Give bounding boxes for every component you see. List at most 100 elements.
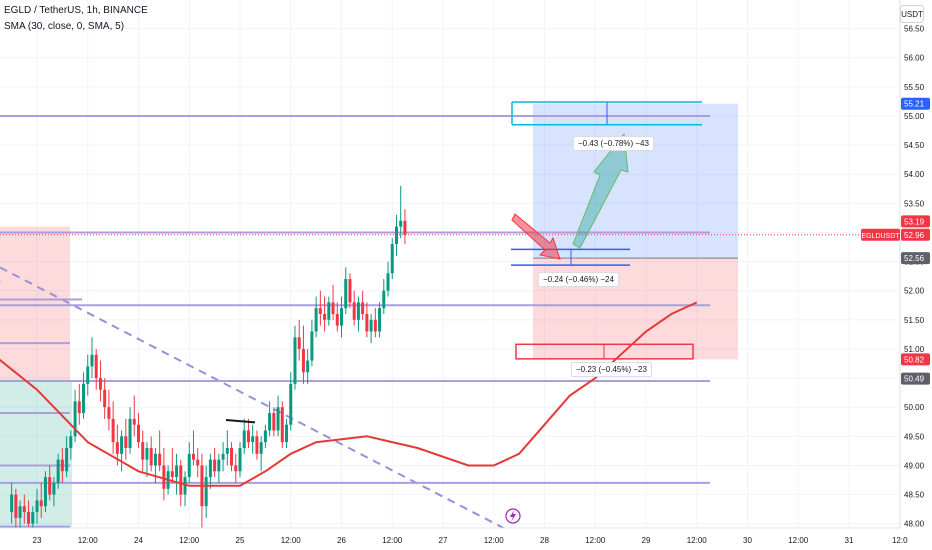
time-tick-label: 28 [540,536,549,545]
candle-body [98,378,102,390]
indicator-legend[interactable]: SMA (30, close, 0, SMA, 5) [4,21,125,32]
candle-body [318,308,322,314]
candle-body [77,401,81,414]
time-tick-label: 12:00 [382,536,403,545]
price-badges: 55.21 53.19 EGLDUSDT 52.96 52.56 50.82 50.49 [861,97,930,385]
price-badge-label: 50.49 [904,375,925,384]
down-arrow [511,213,561,260]
trendline-layer[interactable] [0,235,507,531]
time-tick-label: 12:00 [281,536,302,545]
time-tick-label: 23 [33,536,42,545]
price-tick-label: 54.00 [904,170,925,179]
candle-body [280,407,284,443]
candle-body [356,302,360,320]
candle-body [27,512,31,524]
price-badge-label: 53.19 [904,217,925,226]
candle-body [52,482,56,495]
marker-line [225,419,256,424]
candle-body [394,226,398,245]
left-loss-zone [0,226,70,381]
price-badge [901,252,930,265]
candle-body [153,453,157,466]
target-measure-label: −0.43 (−0.78%) −43 [573,136,654,151]
candle-body [69,436,73,448]
candle-body [196,459,200,466]
candle-body [340,308,343,326]
price-tick-label: 56.50 [904,25,925,34]
candle-body [268,413,272,431]
candle-body [403,220,407,235]
candle-body [31,512,35,524]
time-tick-label: 27 [439,536,448,545]
time-tick-label: 12:00 [788,536,809,545]
price-badge-label: 52.56 [904,254,925,263]
candle-body [60,459,64,472]
candle-body [56,459,60,483]
candle-body [361,302,365,314]
candle-body [272,413,276,431]
price-tick-label: 52.00 [904,287,925,296]
candle-body [306,360,310,373]
price-tick-label: 48.00 [904,520,925,529]
time-tick-label: 24 [134,536,143,545]
candle-body [86,366,90,384]
candle-body [111,418,115,443]
profit-zone [533,103,738,259]
candle-body [348,279,352,303]
candle-body [90,354,94,367]
candle-body [137,424,140,443]
candle-body [208,459,212,478]
candle-body [132,418,136,425]
time-tick-label: 12:00 [179,536,200,545]
candle-body [187,453,191,478]
candle-body [251,436,255,443]
dashed-trendline-down [0,266,507,531]
price-badge [901,215,930,228]
price-tick-label: 51.00 [904,345,925,354]
candle-body [39,500,43,507]
up-arrow [572,132,629,249]
time-axis[interactable]: 23 12:00 24 12:00 25 12:00 26 12:00 27 12:00 28 12:… [0,527,908,550]
markup-layer[interactable] [0,101,900,524]
time-tick-label: 12:00 [484,536,505,545]
candle-body [175,465,179,478]
candle-body [246,430,250,443]
price-axis[interactable]: 56.5056.0055.5055.0054.5054.0053.5053.00… [899,0,932,529]
entry-measure-label: −0.24 (−0.46%) −24 [538,272,619,287]
time-tick-label: 12:00 [78,536,99,545]
time-tick-label: 26 [337,536,346,545]
candle-body [365,314,369,332]
price-tick-label: 55.00 [904,112,925,121]
symbol-title: EGLD / TetherUS, 1h, BINANCE [4,5,148,16]
candle-body [103,389,107,408]
currency-unit-button[interactable]: USDT [900,5,924,23]
candle-body [120,436,124,454]
candle-body [225,447,229,454]
candle-body [289,383,293,425]
candle-body [204,477,208,507]
price-tick-label: 49.00 [904,461,925,470]
time-tick-label: 29 [642,536,651,545]
candle-body [344,279,348,309]
lightning-glyph [510,510,516,522]
candle-body [327,302,331,320]
candle-body [158,453,162,466]
candle-body [217,459,221,472]
candle-body [35,500,39,513]
candle-body [22,506,26,513]
candle-body [65,447,69,472]
candle-body [255,436,259,454]
candles-layer [10,185,407,536]
price-tick-label: 51.50 [904,316,925,325]
price-badge-label: 55.21 [904,100,925,109]
candle-body [213,459,217,472]
price-tick-label: 49.50 [904,432,925,441]
price-badge [901,372,930,385]
candle-body [48,477,52,495]
candle-body [373,319,377,332]
symbol-badge-label: EGLDUSDT [861,233,900,240]
price-badge-label: 52.96 [904,231,925,240]
candle-body [43,477,47,507]
candle-body [276,407,280,431]
